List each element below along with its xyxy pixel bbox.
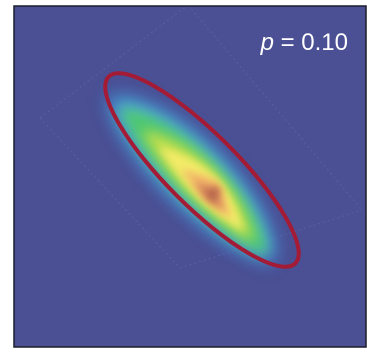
guide-line-2 (39, 117, 181, 269)
covariance-ellipse (103, 71, 301, 269)
guide-line-1 (39, 6, 188, 119)
density-level-8 (201, 187, 220, 206)
plot-area (39, 6, 363, 269)
plot-frame (13, 5, 367, 348)
density-heatmap (106, 93, 276, 264)
p-symbol: p (260, 29, 274, 56)
p-value-annotation: p = 0.10 (260, 29, 348, 56)
covariance-ellipse-layer (103, 71, 301, 269)
p-value: 0.10 (301, 29, 348, 56)
p-equals: = (274, 29, 301, 56)
density-rotated-group (106, 93, 276, 264)
